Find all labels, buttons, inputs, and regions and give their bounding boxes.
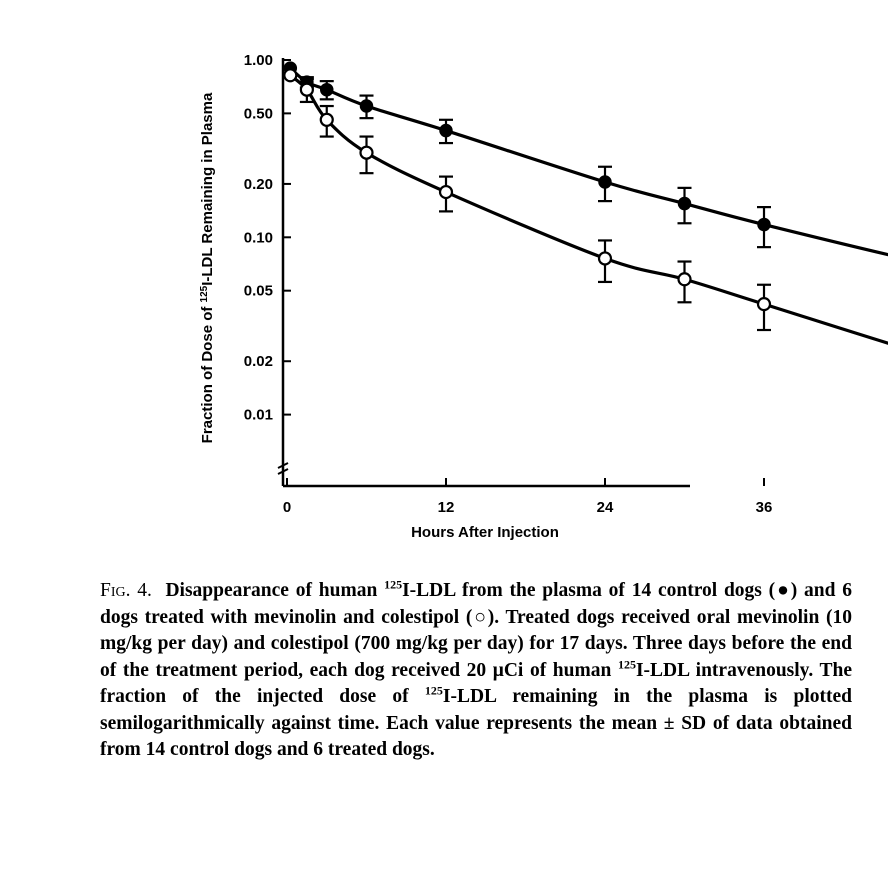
treated-data-point xyxy=(359,145,374,160)
treated-data-point xyxy=(597,251,613,266)
treated-data-point xyxy=(283,68,298,83)
y-tick-label: 0.10 xyxy=(244,229,273,246)
caption-sup-1: 125 xyxy=(384,577,403,592)
y-axis-title-superscript: 125 xyxy=(199,285,210,302)
y-axis-title-part: Fraction of Dose of xyxy=(199,302,216,443)
control-data-point xyxy=(359,99,374,113)
x-axis-title: Hours After Injection xyxy=(411,524,559,541)
figure-caption: Fig. 4. Disappearance of human 125I-LDL … xyxy=(100,578,852,764)
y-tick-label: 0.20 xyxy=(244,176,273,193)
treated-data-point xyxy=(677,272,692,287)
axis-break-stroke xyxy=(277,462,289,469)
series-1-line xyxy=(289,66,888,257)
axis-break-stroke xyxy=(277,468,289,475)
x-tick-label: 36 xyxy=(756,499,773,516)
control-data-point xyxy=(677,196,692,211)
control-data-point xyxy=(757,217,771,232)
y-tick-label: 0.01 xyxy=(244,407,273,424)
treated-data-point xyxy=(299,82,314,97)
chart-svg: 1.000.500.200.100.050.020.01012243648607… xyxy=(199,52,888,541)
caption-sup-3: 125 xyxy=(424,683,443,698)
axes: 1.000.500.200.100.050.020.01012243648607… xyxy=(244,52,773,516)
series-curves xyxy=(289,66,888,345)
caption-text-3: I-LDL intravenously. The fraction of the… xyxy=(100,659,852,708)
caption-text-4: I-LDL remaining in the plasma is plotted… xyxy=(100,686,852,760)
y-tick-label: 0.05 xyxy=(244,283,273,300)
caption-text-2: I-LDL from the plasma of 14 control dogs… xyxy=(100,580,852,681)
control-data-point xyxy=(598,175,612,189)
x-tick-label: 24 xyxy=(597,499,614,516)
x-tick-label: 12 xyxy=(438,499,455,516)
y-tick-label: 1.00 xyxy=(244,52,273,69)
treated-data-point xyxy=(319,112,334,127)
control-data-point xyxy=(320,82,334,97)
y-axis-title-part: I-LDL Remaining in Plasma xyxy=(199,92,216,286)
treated-data-point xyxy=(756,296,772,312)
caption-sup-2: 125 xyxy=(617,657,636,671)
caption-text-1: Disappearance of human xyxy=(165,580,385,601)
y-axis-title: Fraction of Dose of 125I-LDL Remaining i… xyxy=(199,92,217,443)
caption-label: Fig. 4. xyxy=(100,580,152,601)
semilog-chart: 1.000.500.200.100.050.020.01012243648607… xyxy=(199,52,888,541)
y-axis-break-icon xyxy=(277,462,289,475)
y-tick-label: 0.50 xyxy=(244,105,273,122)
data-marks xyxy=(283,61,772,332)
x-tick-label: 0 xyxy=(283,499,291,516)
treated-data-point xyxy=(438,184,454,200)
series-2-line xyxy=(289,74,888,345)
control-data-point xyxy=(439,123,453,138)
y-tick-label: 0.02 xyxy=(244,353,273,370)
